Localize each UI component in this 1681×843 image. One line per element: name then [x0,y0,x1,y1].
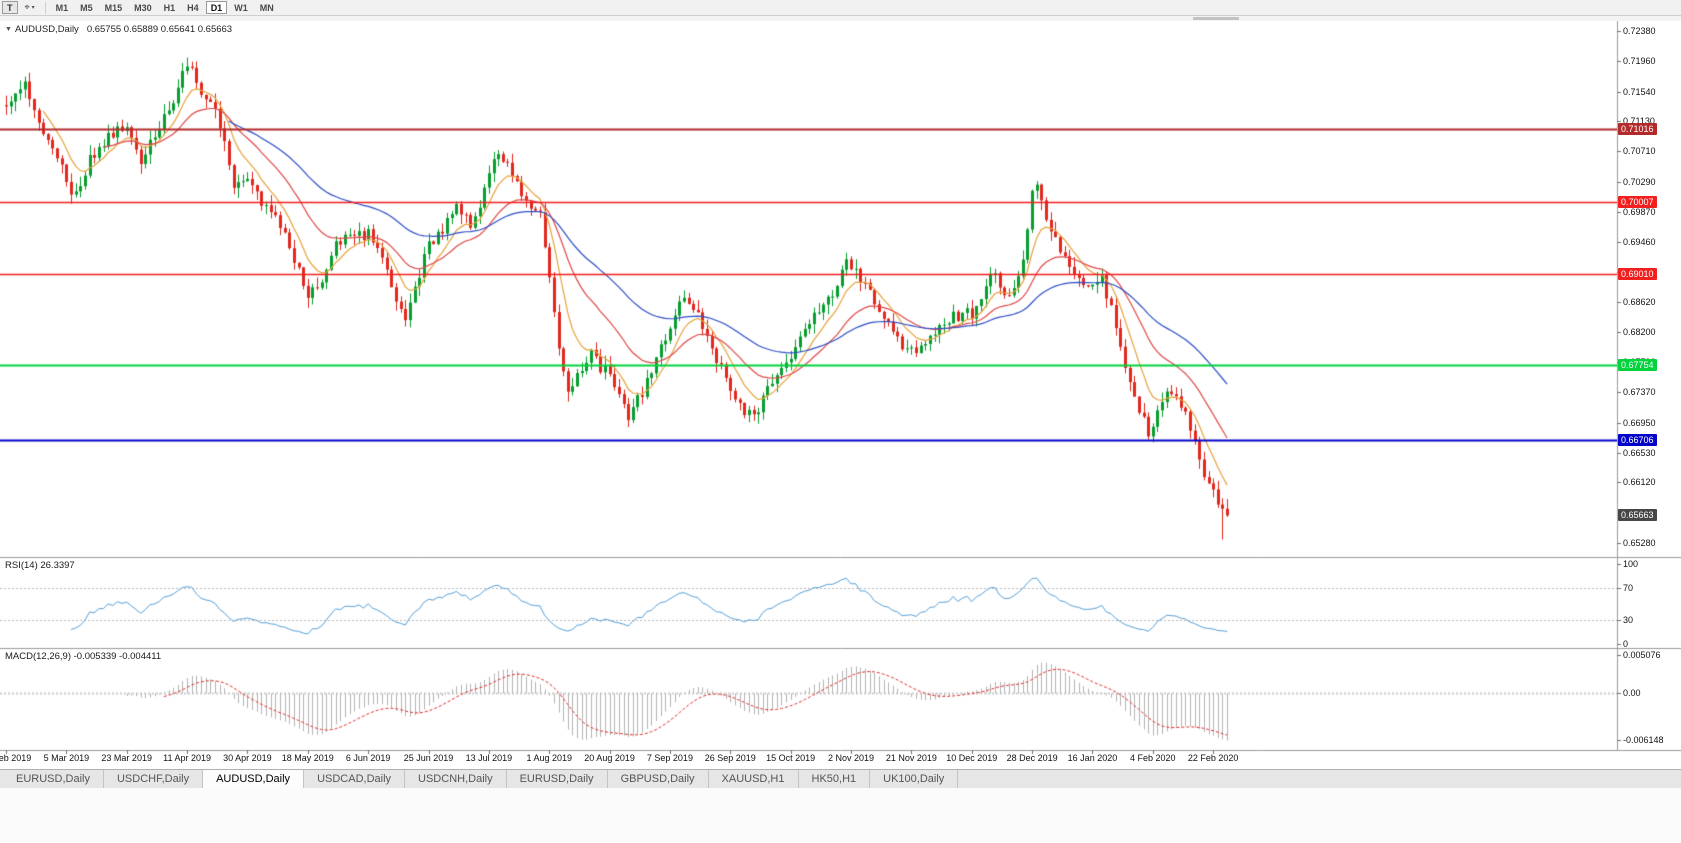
status-area [0,788,1681,843]
date-axis-label: 5 Mar 2019 [43,753,90,763]
rsi-axis-label: 0 [1623,639,1629,649]
date-axis-label: 20 Aug 2019 [584,753,635,763]
chart-tab-xauusd-h1[interactable]: XAUUSD,H1 [709,770,799,788]
chart-ohlc-values: 0.65755 0.65889 0.65641 0.65663 [86,24,233,35]
price-axis-label: 0.71960 [1623,56,1656,67]
timeframe-button-m15[interactable]: M15 [104,2,123,13]
chart-tab-usdchf-daily[interactable]: USDCHF,Daily [104,770,204,788]
price-axis-label: 0.65280 [1623,538,1656,548]
current-price-badge: 0.65663 [1618,509,1657,522]
rsi-axis-label: 30 [1623,615,1634,625]
macd-axis-label: 0.005076 [1623,650,1661,660]
price-level-badge: 0.66706 [1618,434,1657,447]
price-axis-label: 0.70290 [1623,176,1656,187]
price-level-badge: 0.70007 [1618,196,1657,209]
timeframe-button-m1[interactable]: M1 [55,2,69,13]
chart-tab-bar: EURUSD,Daily USDCHF,Daily AUDUSD,Daily USDC… [0,769,1681,788]
price-axis-label: 0.68200 [1623,327,1656,338]
crosshair-icon: ⌖ [24,2,30,12]
price-chart-canvas[interactable] [0,0,1681,766]
date-axis-label: 7 Sep 2019 [646,753,693,763]
date-axis-label: 13 Jul 2019 [465,753,513,763]
date-axis-label: 16 Jan 2020 [1067,753,1118,763]
macd-indicator-label: MACD(12,26,9) -0.005339 -0.004411 [5,651,162,662]
one-click-trading-arrow-icon[interactable]: ▼ [5,25,12,33]
date-axis-label: 28 Dec 2019 [1006,753,1058,763]
date-axis-label: 30 Apr 2019 [223,753,272,763]
timeframe-button-h4[interactable]: H4 [187,2,199,13]
timeframe-button-d1[interactable]: D1 [205,1,228,14]
date-axis-label: 22 Feb 2020 [1187,753,1239,763]
date-axis-label: 23 Mar 2019 [101,753,152,763]
date-axis-label: 1 Aug 2019 [526,753,572,763]
price-axis-label: 0.69870 [1623,207,1656,217]
price-axis-label: 0.72380 [1623,26,1656,36]
date-axis-label: 26 Sep 2019 [704,753,756,763]
price-axis-label: 0.70710 [1623,146,1656,157]
cursor-dropdown-button[interactable]: ⌖ ▾ [20,1,40,14]
date-axis-label: 21 Nov 2019 [885,753,937,763]
price-level-badge: 0.67754 [1618,358,1657,371]
price-axis-label: 0.71540 [1623,86,1656,97]
rsi-indicator-label: RSI(14) 26.3397 [5,560,75,571]
date-axis-label: 2 Nov 2019 [827,753,875,763]
price-axis-label: 0.69460 [1623,236,1656,247]
timeframe-button-mn[interactable]: MN [259,2,274,13]
chart-scrollbar-thumb[interactable] [1193,17,1239,20]
chart-tab-usdcnh-daily[interactable]: USDCNH,Daily [405,770,507,788]
templates-button[interactable]: T [2,1,18,14]
price-axis-label: 0.66950 [1623,417,1656,428]
date-axis-label: 11 Apr 2019 [163,753,211,763]
rsi-axis-label: 70 [1623,583,1634,593]
toolbar: T ⌖ ▾ M1 M5 M15 M30 H1 H4 D1 W1 MN [0,0,1681,16]
timeframe-button-group: M1 M5 M15 M30 H1 H4 D1 W1 MN [51,1,279,14]
date-axis-label: 6 Jun 2019 [345,753,391,763]
chart-tab-audusd-daily[interactable]: AUDUSD,Daily [202,770,305,788]
date-axis-label: 10 Dec 2019 [946,753,998,763]
templates-button-label: T [7,2,13,13]
toolbar-separator [44,1,46,14]
timeframe-button-h1[interactable]: H1 [163,2,176,13]
chart-tab-gbpusd-daily[interactable]: GBPUSD,Daily [608,770,709,788]
chart-tab-eurusd-daily[interactable]: EURUSD,Daily [3,770,104,788]
macd-axis-label: -0.006148 [1623,735,1664,745]
chart-tab-eurusd-daily[interactable]: EURUSD,Daily [507,770,608,788]
price-level-badge: 0.71016 [1618,123,1657,136]
chart-title: ▼ AUDUSD,Daily 0.65755 0.65889 0.65641 0.6… [5,24,232,35]
timeframe-button-w1[interactable]: W1 [234,2,248,13]
date-axis-label: 4 Feb 2020 [1130,753,1176,763]
price-axis-label: 0.67370 [1623,387,1656,398]
macd-axis-label: 0.00 [1623,688,1641,699]
chart-tab-usdcad-daily[interactable]: USDCAD,Daily [304,770,406,788]
rsi-axis-label: 100 [1623,559,1639,569]
price-axis-label: 0.68620 [1623,297,1656,308]
chart-tab-hk50-h1[interactable]: HK50,H1 [799,770,871,788]
price-axis-label: 0.66530 [1623,447,1656,458]
price-axis-label: 0.71130 [1623,116,1655,127]
chart-symbol-label: AUDUSD,Daily [14,24,79,35]
price-level-badge: 0.69010 [1618,268,1657,281]
chart-tab-uk100-daily[interactable]: UK100,Daily [870,770,959,788]
date-axis-label: 15 Oct 2019 [766,753,816,763]
date-axis-label: 18 May 2019 [281,753,334,763]
chevron-down-icon: ▾ [31,5,35,11]
timeframe-button-m5[interactable]: M5 [80,2,93,13]
date-axis-label: 14 Feb 2019 [0,753,32,763]
price-axis-label: 0.66120 [1623,477,1656,488]
chart-horizontal-scrollbar[interactable] [0,16,1681,21]
timeframe-button-m30[interactable]: M30 [134,2,152,13]
date-axis-label: 25 Jun 2019 [403,753,454,763]
